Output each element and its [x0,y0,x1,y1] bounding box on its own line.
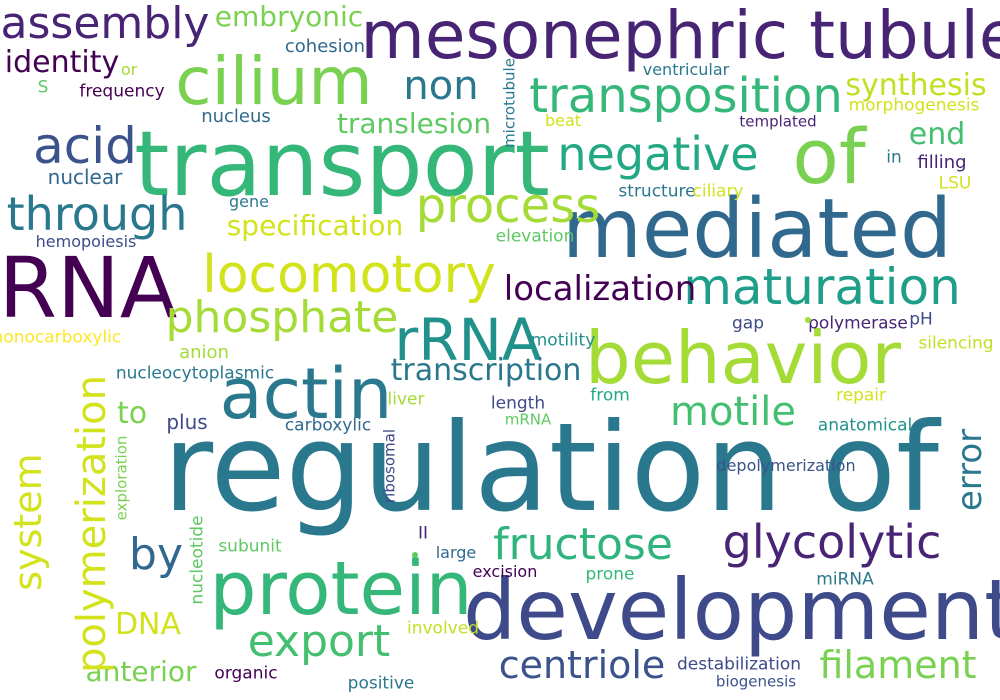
word-depolymerization: carboxylic [284,415,372,436]
word-fructose: fructose [493,519,673,570]
word-translesion: translesion [336,107,492,140]
word-embryonic: embryonic [214,0,364,33]
word-system: biogenesis [715,672,797,691]
word-development: development [462,561,1000,659]
word-cilium: cilium [175,43,373,120]
word-length: from [590,385,630,406]
word-actin: actin [219,353,393,435]
word-ii: depolymerization [716,456,856,475]
word-regulation-of: regulation of [162,397,940,539]
word-nucleocytoplasmic: anion [179,342,229,363]
word-anterior: anterior [85,655,197,688]
word-mirna: prone [585,564,635,585]
word-assembly: assembly [0,0,210,49]
word-beat: microtubule [500,58,519,148]
word-acid: acid [33,117,137,175]
word-subunit: II [417,523,429,544]
word-templated: beat [544,111,582,130]
word-ventricular: ventricular [642,60,730,79]
word-frequency: frequency [79,81,165,102]
word-carboxylic: anatomical [817,415,913,436]
word-organic: involved [407,618,479,639]
word-polymerization: system [6,453,50,591]
word-identity: identity [4,45,120,80]
word-export: export [247,616,391,667]
word-end: end [908,117,966,152]
word-of: of [792,112,866,201]
word-synthesis: synthesis [845,68,987,103]
word-destabilization: positive [347,673,415,694]
word-repair: mRNA [504,410,552,429]
dot-mark [412,552,418,558]
word-ribosomal: nucleotide [187,515,208,605]
word-filament: filament [819,643,977,687]
word-silencing: pH [909,309,933,330]
word-gap: nucleocytoplasmic [115,363,275,384]
word-to: to [116,396,148,431]
word-morphogenesis: templated [739,112,817,131]
word-anatomical: repair [836,385,886,406]
word-locomotory: locomotory [202,245,496,305]
word-exploration: polymerization [69,375,115,673]
word-maturation: maturation [683,258,961,316]
word-transcription: transcription [390,353,582,388]
word-error: ribosomal [380,429,399,503]
word-involved: miRNA [816,569,874,590]
word-nucleus: nucleus [201,106,271,127]
word-ph: polymerase [808,313,908,334]
word-structure: LSU [938,173,972,194]
word-protein: protein [209,546,473,632]
word-localization: localization [503,269,697,309]
word-s: S [37,77,49,98]
word-elevation: hemopoiesis [35,232,137,251]
dot-mark [805,317,811,323]
word-from: plus [166,410,208,434]
word-or: or [120,60,138,79]
word-dna: DNA [114,607,182,642]
word-biogenesis: destabilization [676,654,802,675]
word-glycolytic: glycolytic [722,515,942,569]
word-transport: transport [134,112,550,217]
word-in: morphogenesis [848,95,980,116]
word-large: subunit [218,536,282,557]
word-process: process [415,178,601,234]
word-mesonephric-tubule: mesonephric tubule [360,0,1000,74]
word-mediated: mediated [561,182,953,277]
word-specification: specification [226,209,404,242]
word-non: non [403,63,479,109]
word-ciliary: structure [618,181,696,202]
word-gene: ciliary [692,181,744,202]
word-through: through [6,187,188,241]
word-nucleotide: exploration [112,435,131,521]
word-behavior: behavior [584,316,902,400]
word-rrna: rRNA [394,306,542,374]
word-motile: motile [670,389,796,435]
word-monocarboxylic: elevation [495,226,575,247]
word-by: by [129,529,183,580]
word-plus: liver [387,389,425,410]
word-phosphate: phosphate [165,292,399,343]
word-centriole: centriole [498,643,666,687]
word-excision: large [435,543,477,562]
word-transposition: transposition [529,68,843,124]
word-microtubule: error [950,428,990,512]
word-motility: silencing [918,333,994,354]
word-lsu: filling [917,152,967,173]
word-anion: monocarboxylic [0,327,122,348]
word-hemopoiesis: gene [229,192,269,211]
word-rna-large: RNA [0,239,178,337]
word-cohesion: cohesion [284,36,366,57]
word-mrna: length [490,393,546,414]
word-negative: negative [557,127,759,181]
word-liver: motility [530,330,596,351]
word-filling: in [886,147,902,168]
word-polymerase: gap [732,313,764,334]
word-prone: excision [472,562,538,581]
word-positive: organic [214,663,278,684]
word-nuclear: nuclear [47,165,123,189]
